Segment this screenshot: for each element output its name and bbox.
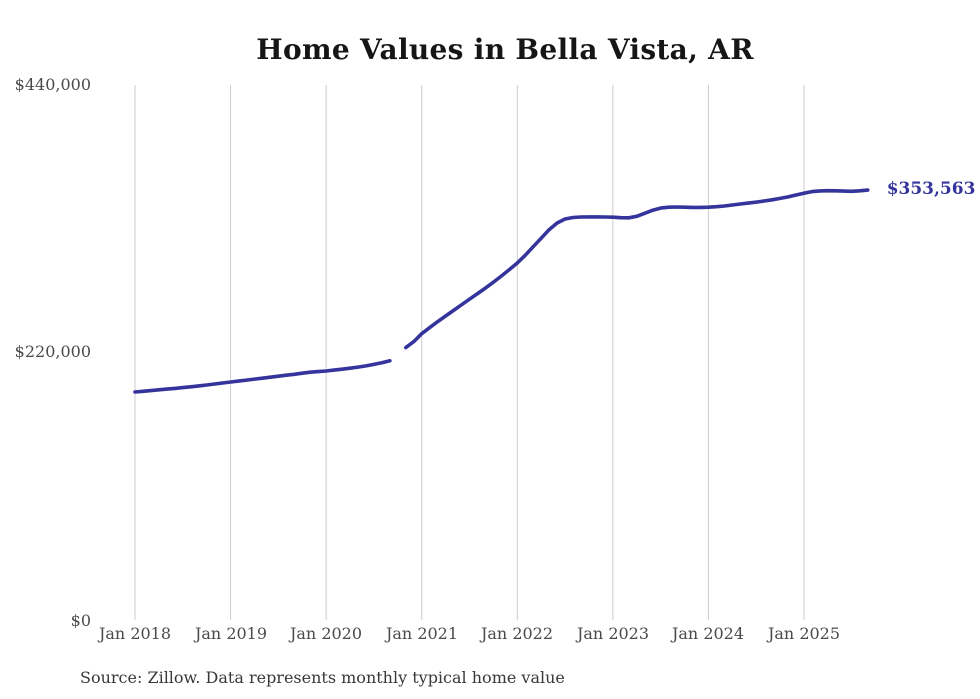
last-value-label: $353,563: [886, 179, 976, 200]
x-tick-label-2025: Jan 2025: [767, 624, 841, 643]
x-tick-label-2023: Jan 2023: [576, 624, 650, 643]
source-note: Source: Zillow. Data represents monthly …: [80, 668, 565, 687]
y-tick-label-0: $0: [70, 611, 91, 630]
y-tick-label-220000: $220,000: [14, 342, 91, 361]
y-tick-label-440000: $440,000: [14, 75, 91, 94]
chart-title: Home Values in Bella Vista, AR: [256, 33, 754, 66]
x-tick-label-2020: Jan 2020: [289, 624, 363, 643]
x-tick-label-2022: Jan 2022: [480, 624, 554, 643]
home-value-line: [133, 188, 870, 394]
x-tick-label-2018: Jan 2018: [98, 624, 172, 643]
x-tick-label-2019: Jan 2019: [194, 624, 268, 643]
x-tick-label-2021: Jan 2021: [385, 624, 459, 643]
x-tick-label-2024: Jan 2024: [671, 624, 745, 643]
